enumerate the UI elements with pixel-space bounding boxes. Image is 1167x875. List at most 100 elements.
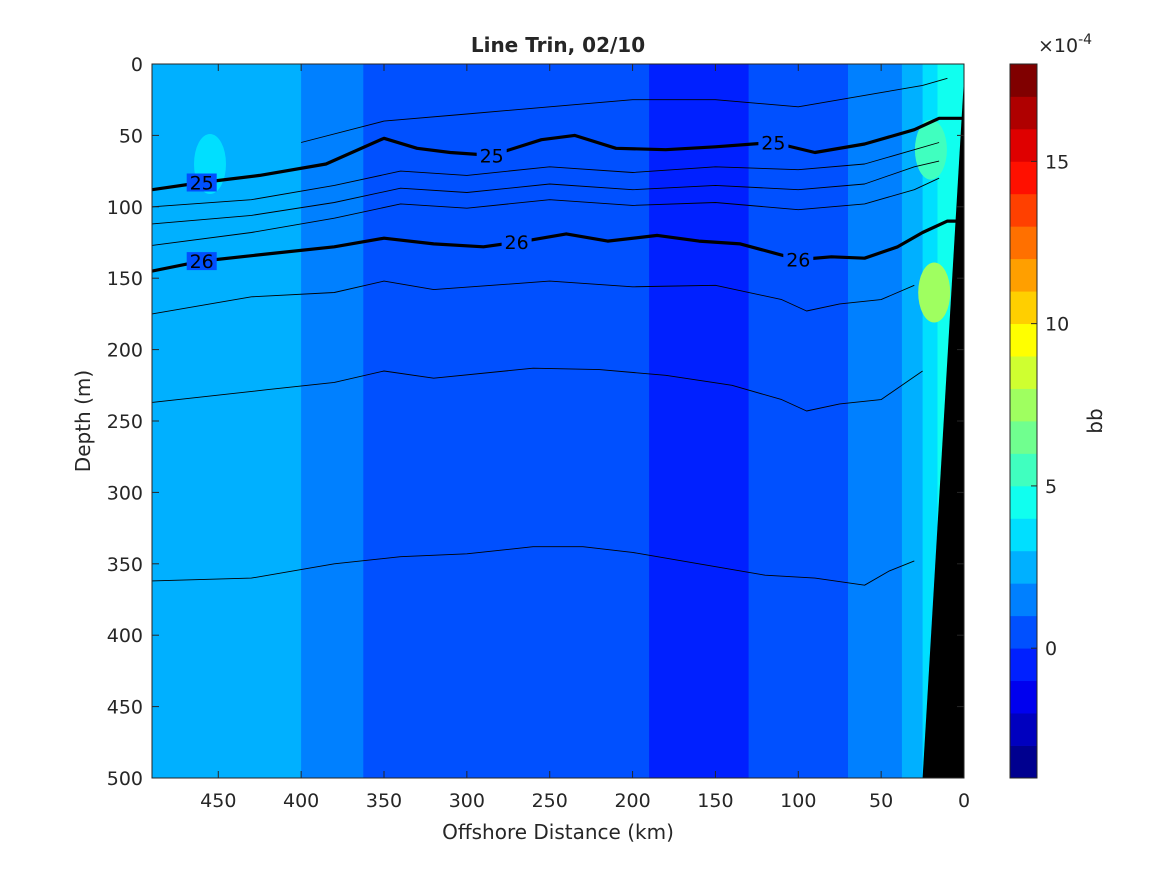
bb-column xyxy=(483,64,518,778)
isopycnal-line xyxy=(152,280,915,315)
bb-column xyxy=(234,64,269,778)
colorbar-exponent-power: -4 xyxy=(1078,32,1092,48)
bb-column xyxy=(450,64,484,778)
y-tick-label: 350 xyxy=(107,554,143,576)
bb-column xyxy=(388,64,418,778)
contour-label-bg xyxy=(476,146,507,165)
colorbar-exponent-base: ×10 xyxy=(1038,35,1078,57)
bb-column xyxy=(582,64,617,778)
bb-highlight xyxy=(918,262,951,323)
isopycnal-line xyxy=(300,77,948,143)
bb-column xyxy=(417,64,451,778)
x-tick-label: 400 xyxy=(283,790,319,812)
colorbar-label: bb xyxy=(1083,408,1107,433)
colorbar-segment xyxy=(1010,128,1037,162)
y-tick-label: 250 xyxy=(107,411,143,433)
bb-column xyxy=(715,64,750,778)
colorbar-frame xyxy=(1009,63,1038,779)
y-tick-label: 400 xyxy=(107,625,143,647)
contour-label-bg xyxy=(783,250,814,269)
colorbar-segment xyxy=(1010,648,1037,682)
y-axis: 0 50 100 150 200 250 300 350 400 450 500 xyxy=(107,54,964,790)
x-tick-label: 200 xyxy=(614,790,650,812)
contour-label-bg xyxy=(186,252,217,271)
contour-label: 26 xyxy=(505,232,529,254)
y-tick-label: 0 xyxy=(131,54,143,76)
colorbar-segment xyxy=(1010,713,1037,746)
y-axis-label: Depth (m) xyxy=(71,370,95,472)
colorbar-tick-label: 0 xyxy=(1045,638,1057,660)
bb-column xyxy=(848,64,878,778)
contour-label-bg xyxy=(758,133,789,152)
y-tick-label: 450 xyxy=(107,697,143,719)
y-tick-label: 50 xyxy=(119,125,143,147)
colorbar-segment xyxy=(1010,453,1037,487)
x-tick-label: 350 xyxy=(366,790,402,812)
isopycnal-contours xyxy=(152,77,964,586)
contour-label: 25 xyxy=(480,145,504,167)
colorbar-tick-label: 15 xyxy=(1045,151,1069,173)
bb-column xyxy=(549,64,584,778)
contour-label: 25 xyxy=(761,133,785,155)
colorbar-segment xyxy=(1010,518,1037,552)
colorbar-segment xyxy=(1010,96,1037,130)
x-tick-label: 150 xyxy=(697,790,733,812)
contour-label: 26 xyxy=(786,250,810,272)
colorbar-segment xyxy=(1010,258,1037,292)
colorbar-segment xyxy=(1010,680,1037,714)
x-tick-label: 50 xyxy=(869,790,893,812)
colorbar-segment xyxy=(1010,226,1037,260)
y-tick-label: 150 xyxy=(107,268,143,290)
colorbar-segment xyxy=(1010,291,1037,325)
y-tick-label: 200 xyxy=(107,340,143,362)
bb-column xyxy=(814,64,849,778)
isopycnal-25-line xyxy=(152,116,964,192)
bb-column xyxy=(334,64,364,778)
y-tick-label: 300 xyxy=(107,482,143,504)
x-tick-label: 250 xyxy=(532,790,568,812)
bb-column xyxy=(363,64,389,778)
colorbar-segment xyxy=(1010,64,1037,97)
bb-column xyxy=(682,64,716,778)
colorbar-segment xyxy=(1010,356,1037,389)
colorbar-tick-label: 10 xyxy=(1045,314,1069,336)
contour-label: 25 xyxy=(190,173,214,195)
isopycnal-26-line xyxy=(152,219,964,273)
colorbar-segment xyxy=(1010,388,1037,422)
chart-title: Line Trin, 02/10 xyxy=(471,33,645,57)
y-tick-label: 100 xyxy=(107,197,143,219)
colorbar-segment xyxy=(1010,583,1037,617)
x-tick-label: 100 xyxy=(780,790,816,812)
isopycnal-line xyxy=(152,367,923,412)
isopycnal-line xyxy=(152,546,915,586)
colorbar-segment xyxy=(1010,323,1037,357)
bb-column xyxy=(516,64,551,778)
bathymetry xyxy=(922,78,964,778)
colorbar-segment xyxy=(1010,485,1037,519)
bb-column xyxy=(781,64,816,778)
bb-column xyxy=(152,64,170,778)
bb-column xyxy=(748,64,783,778)
y-tick-label: 500 xyxy=(107,768,143,790)
x-tick-label: 300 xyxy=(449,790,485,812)
colorbar-exponent: ×10-4 xyxy=(1038,32,1092,57)
seafloor xyxy=(922,78,964,778)
isopycnal-line xyxy=(152,177,940,246)
x-tick-label: 450 xyxy=(200,790,236,812)
colorbar-segment xyxy=(1010,745,1037,779)
contour-label-bg xyxy=(501,233,532,252)
bb-column xyxy=(616,64,650,778)
colorbar: 0 5 10 15 xyxy=(1009,63,1069,779)
colorbar-segment xyxy=(1010,550,1037,584)
isopycnal-line xyxy=(152,160,940,225)
x-axis: 450 400 350 300 250 200 150 100 50 0 xyxy=(200,64,970,812)
colorbar-tick-label: 5 xyxy=(1045,476,1057,498)
colorbar-segment xyxy=(1010,421,1037,454)
colorbar-segment xyxy=(1010,161,1037,195)
x-axis-label: Offshore Distance (km) xyxy=(442,820,674,844)
colorbar-segment xyxy=(1010,615,1037,649)
contour-labels: 25 25 25 26 26 26 xyxy=(186,133,814,273)
plot-area xyxy=(152,64,964,778)
bb-column xyxy=(268,64,302,778)
